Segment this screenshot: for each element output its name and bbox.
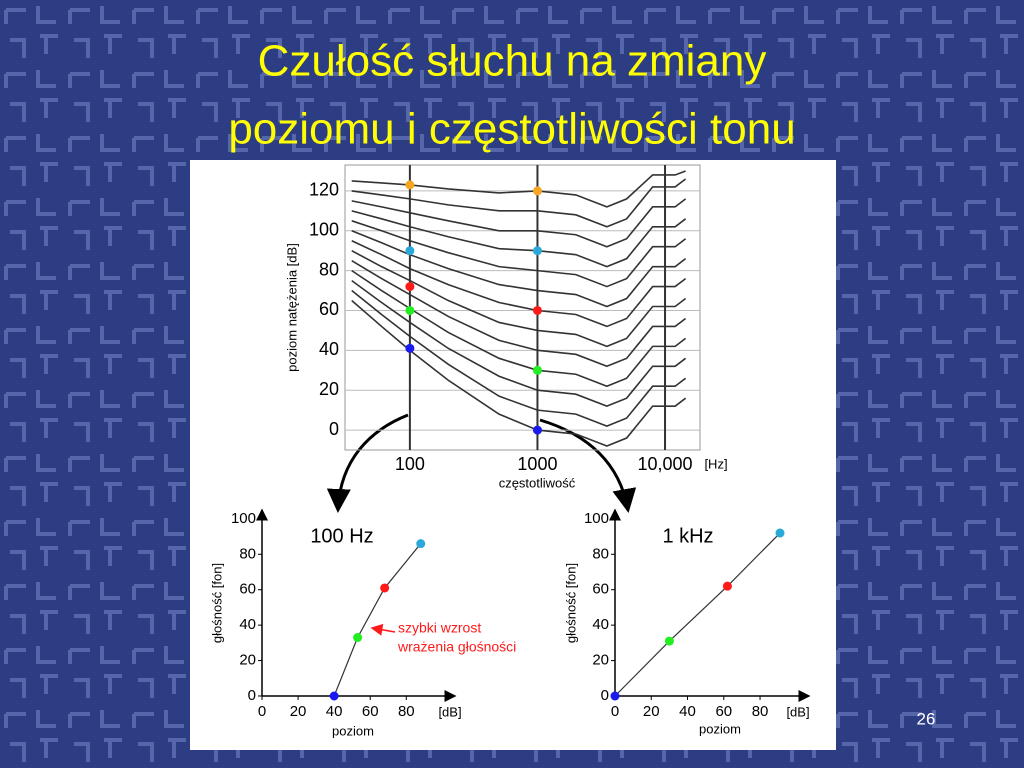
y-tick-label: 0	[329, 419, 339, 439]
contour-line	[351, 230, 687, 308]
contour-line	[351, 240, 687, 328]
contour-line	[351, 299, 687, 447]
contour-line	[351, 210, 687, 268]
x-axis-label: poziom	[332, 723, 374, 738]
y-tick-label: 60	[319, 299, 339, 319]
data-point	[405, 282, 415, 292]
data-point	[405, 305, 415, 315]
y-tick-label: 100	[584, 510, 609, 527]
connector-arrow	[539, 418, 637, 513]
contour-line	[351, 178, 687, 228]
x-tick-label: 100	[395, 454, 425, 474]
y-tick-label: 60	[239, 581, 256, 598]
curve	[614, 532, 781, 697]
x-tick-label: 40	[326, 703, 343, 720]
y-tick-label: 20	[319, 379, 339, 399]
x-tick-label: 60	[715, 703, 732, 720]
title-line: Czułość słuchu na zmiany	[258, 37, 767, 86]
y-tick-label: 80	[592, 545, 609, 562]
data-point	[416, 539, 426, 549]
x-tick-label: 0	[611, 703, 619, 720]
figure-panel	[190, 160, 836, 750]
x-axis-label: poziom	[699, 721, 741, 736]
chart-title: 100 Hz	[310, 525, 373, 547]
data-point	[353, 633, 363, 643]
contour-line	[351, 259, 687, 368]
x-tick-label: 10,000	[637, 454, 692, 474]
y-tick-label: 80	[239, 545, 256, 562]
plot-frame	[344, 164, 701, 451]
data-point	[532, 305, 542, 315]
chart-title: 1 kHz	[662, 525, 713, 547]
data-point	[610, 691, 620, 701]
data-point	[405, 343, 415, 353]
y-tick-label: 40	[239, 616, 256, 633]
data-point	[722, 581, 732, 591]
contour-line	[351, 198, 687, 248]
data-point	[532, 246, 542, 256]
data-point	[329, 691, 339, 701]
y-tick-label: 60	[592, 581, 609, 598]
page-number: 26	[917, 709, 936, 728]
data-point	[664, 636, 674, 646]
x-tick-label: 60	[362, 703, 379, 720]
annotation-arrow	[370, 623, 396, 636]
x-axis-label: częstotliwość	[499, 475, 576, 490]
annotation: wrażenia głośności	[397, 639, 516, 655]
x-tick-label: 20	[643, 703, 660, 720]
x-axis-unit: [Hz]	[704, 456, 727, 471]
y-tick-label: 20	[592, 652, 609, 669]
x-axis-unit: [dB]	[438, 704, 461, 719]
data-point	[405, 246, 415, 256]
data-point	[775, 528, 785, 538]
contour-line	[351, 249, 687, 348]
data-point	[380, 583, 390, 593]
data-point	[532, 186, 542, 196]
x-tick-label: 80	[398, 703, 415, 720]
contour-line	[351, 220, 687, 288]
y-tick-label: 80	[319, 259, 339, 279]
connector-arrow	[326, 413, 409, 513]
contour-line	[351, 170, 686, 208]
x-axis-unit: [dB]	[786, 704, 809, 719]
x-tick-label: 1000	[517, 454, 557, 474]
y-tick-label: 100	[309, 220, 339, 240]
y-axis-label: poziom natężenia [dB]	[284, 243, 299, 372]
x-tick-label: 40	[679, 703, 696, 720]
y-tick-label: 20	[239, 652, 256, 669]
contour-line	[351, 289, 687, 427]
y-tick-label: 0	[248, 687, 256, 704]
title-line: poziomu i częstotliwości tonu	[228, 105, 795, 154]
y-axis-label: głośność [fon]	[209, 563, 224, 643]
y-tick-label: 120	[309, 180, 339, 200]
contour-line	[351, 269, 687, 388]
y-tick-label: 40	[319, 339, 339, 359]
data-point	[532, 365, 542, 375]
x-tick-label: 80	[752, 703, 769, 720]
annotation: szybki wzrost	[398, 620, 481, 636]
data-point	[405, 180, 415, 190]
contour-line	[351, 279, 687, 408]
y-tick-label: 40	[592, 616, 609, 633]
data-point	[532, 425, 542, 435]
y-tick-label: 100	[231, 510, 256, 527]
curve	[333, 543, 422, 697]
x-tick-label: 0	[258, 703, 266, 720]
y-axis-label: głośność [fon]	[563, 563, 578, 643]
y-tick-label: 0	[601, 687, 609, 704]
x-tick-label: 20	[290, 703, 307, 720]
